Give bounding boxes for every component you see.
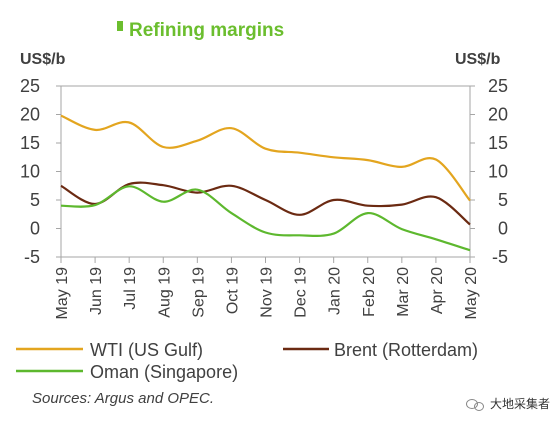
series-line-wti	[60, 114, 471, 202]
y-tick-label-right: 0	[498, 219, 508, 239]
legend-label-oman: Oman (Singapore)	[90, 362, 238, 382]
x-tick-label: Apr 20	[429, 267, 446, 314]
y-tick-label-left: -5	[24, 247, 40, 267]
x-tick-label: Mar 20	[395, 267, 412, 317]
x-tick-label: Nov 19	[259, 267, 276, 318]
y-tick-label-right: -5	[492, 247, 508, 267]
x-tick-label: Jul 19	[122, 267, 139, 310]
y-tick-label-left: 10	[20, 162, 40, 182]
y-axis-label-right: US$/b	[455, 51, 501, 68]
x-tick-label: Aug 19	[156, 267, 173, 318]
y-tick-label-right: 15	[488, 133, 508, 153]
y-tick-label-left: 0	[30, 219, 40, 239]
y-tick-label-right: 5	[498, 190, 508, 210]
y-tick-label-left: 15	[20, 133, 40, 153]
y-tick-label-left: 25	[20, 76, 40, 96]
y-ticks-right: -5 0 5 10 15 20 25	[470, 76, 508, 267]
title-marker	[117, 21, 123, 31]
x-tick-label: Feb 20	[361, 267, 378, 317]
y-tick-label-right: 25	[488, 76, 508, 96]
y-axis-label-left: US$/b	[20, 51, 66, 68]
x-tick-label: May 19	[54, 267, 71, 320]
series-line-brent	[60, 181, 471, 226]
x-tick-label: Jan 20	[327, 267, 344, 315]
y-tick-label-right: 10	[488, 162, 508, 182]
x-tick-label: Sep 19	[190, 267, 207, 318]
watermark: 大地采集者	[465, 395, 550, 412]
wechat-icon	[465, 398, 484, 411]
x-tick-label: Jun 19	[88, 267, 105, 315]
chart-title: Refining margins	[129, 20, 284, 41]
x-tick-label: May 20	[463, 267, 480, 320]
x-ticks: May 19 Jun 19 Jul 19 Aug 19 Sep 19 Oct 19 Nov …	[54, 257, 480, 319]
legend-label-wti: WTI (US Gulf)	[90, 340, 203, 360]
series-lines	[60, 114, 471, 252]
y-tick-label-left: 20	[20, 105, 40, 125]
x-tick-label: Oct 19	[224, 267, 241, 314]
series-line-oman	[60, 185, 471, 252]
y-tick-label-right: 20	[488, 105, 508, 125]
watermark-text: 大地采集者	[489, 397, 550, 411]
source-note: Sources: Argus and OPEC.	[32, 390, 214, 407]
y-tick-label-left: 5	[30, 190, 40, 210]
y-ticks-left: -5 0 5 10 15 20 25	[20, 76, 61, 267]
x-tick-label: Dec 19	[293, 267, 310, 318]
legend-label-brent: Brent (Rotterdam)	[334, 340, 478, 360]
